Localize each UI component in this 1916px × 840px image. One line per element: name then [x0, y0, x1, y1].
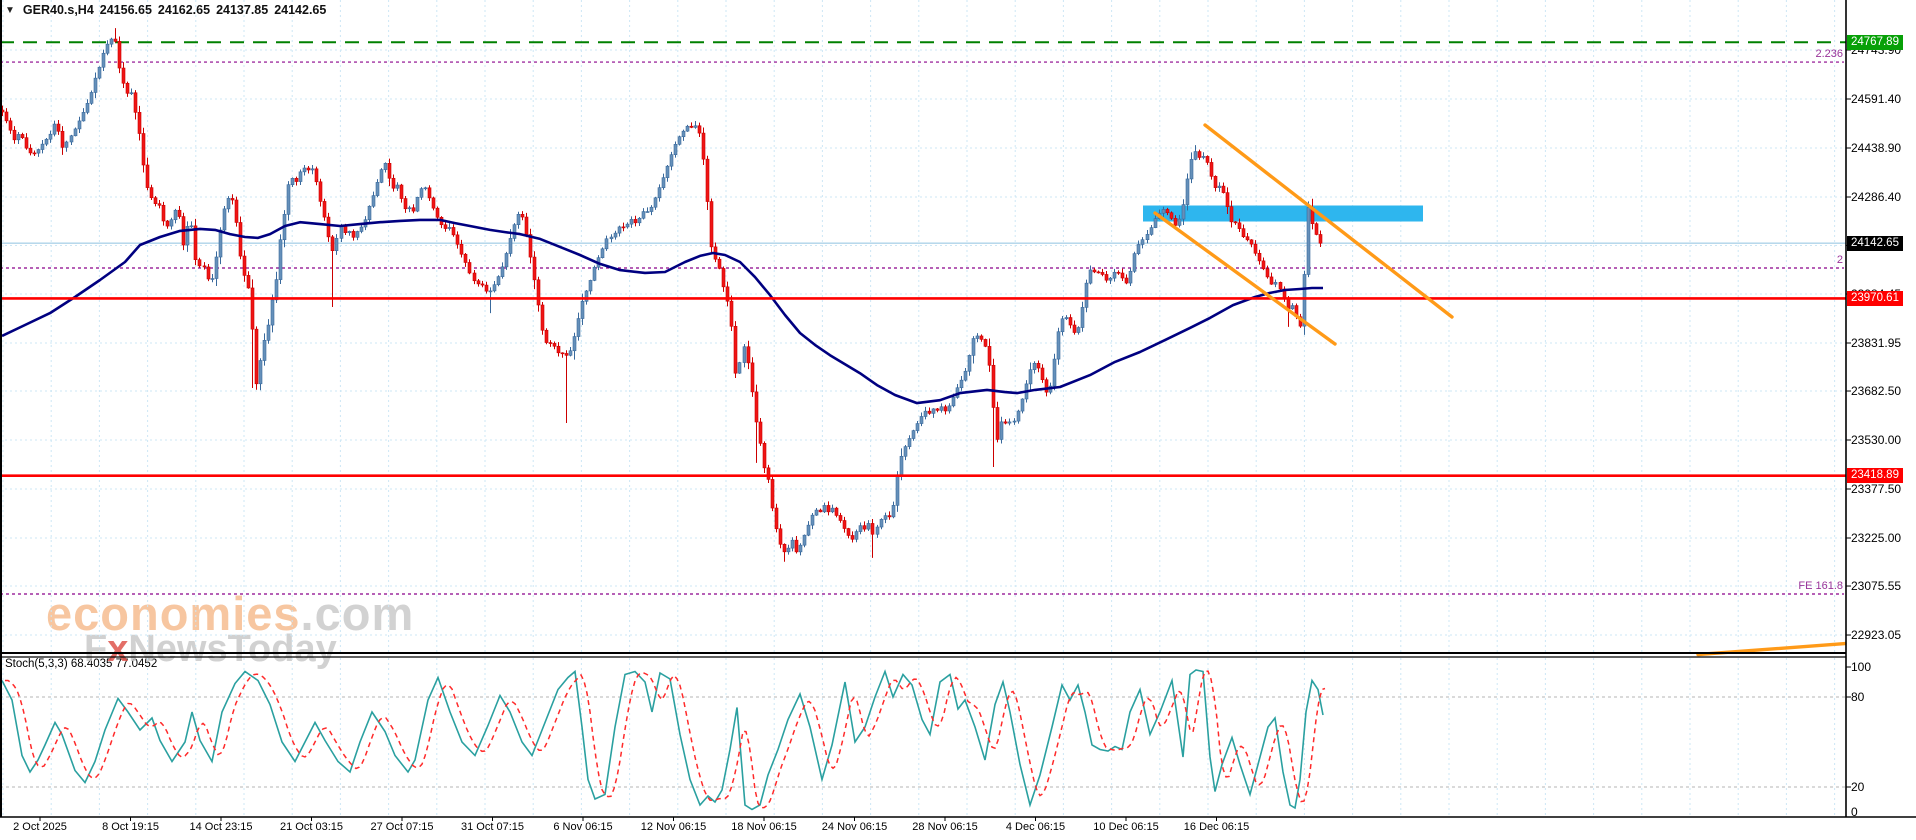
x-axis-date-label: 18 Nov 06:15: [731, 821, 797, 833]
y-axis-label: 23682.50: [1851, 384, 1902, 399]
stochastic-axis-label: 0: [1851, 805, 1858, 819]
gridlines: [0, 0, 1846, 817]
y-axis-label: 23377.50: [1851, 482, 1902, 496]
y-axis-label: 23075.55: [1851, 579, 1902, 594]
watermark-sub-x: x: [107, 628, 129, 670]
x-axis-date-label: 12 Nov 06:15: [640, 821, 707, 833]
x-axis-date-label: 8 Oct 19:15: [102, 821, 159, 833]
stochastic-indicator-label: Stoch(5,3,3) 68.4035 77.0452: [5, 658, 157, 670]
level-lines: [0, 41, 1846, 595]
stochastic-main-value: 68.4035: [70, 658, 113, 670]
price-badge-support-1: 23970.61: [1847, 290, 1903, 306]
x-axis-date-label: 14 Oct 23:15: [189, 821, 253, 833]
ohlc-close: 24142.65: [274, 3, 327, 17]
y-axis-label: 24286.40: [1851, 189, 1902, 204]
fib-label-fe1618[interactable]: FE 161.8: [1798, 579, 1843, 592]
chart-frame: [0, 0, 1916, 821]
stochastic-name: Stoch(5,3,3): [5, 658, 68, 670]
watermark-brand: economies.com: [46, 586, 414, 641]
watermark-brand-name: economies: [46, 587, 301, 640]
ohlc-high: 24162.65: [157, 3, 211, 17]
stochastic-axis-label: 80: [1851, 690, 1865, 704]
y-axis-label: 23831.95: [1851, 336, 1902, 350]
x-axis-date-label: 31 Oct 07:15: [461, 821, 524, 833]
x-axis-date-label: 24 Nov 06:15: [821, 821, 888, 833]
y-axis-label: 22923.05: [1851, 628, 1902, 643]
price-badge-support-2: 23418.89: [1847, 468, 1903, 484]
y-axis-label: 24591.40: [1851, 92, 1902, 106]
x-axis-date-label: 28 Nov 06:15: [912, 821, 978, 833]
price-badge-current: 24142.65: [1847, 235, 1903, 251]
symbol-timeframe-label: GER40.s,H4: [22, 3, 94, 17]
x-axis-date-label: 16 Dec 06:15: [1183, 821, 1250, 833]
fib-label-2236[interactable]: 2.236: [1815, 48, 1843, 61]
x-axis-date-label: 2 Oct 2025: [13, 821, 67, 833]
chart-title-bar: ▼ GER40.s,H4 24156.65 24162.65 24137.85 …: [5, 3, 326, 17]
x-axis-date-label: 6 Nov 06:15: [553, 821, 613, 833]
y-axis-label: 24438.90: [1851, 140, 1902, 155]
candles-layer: [0, 28, 1323, 562]
watermark-sub-f: F: [84, 628, 108, 670]
y-axis-label: 23530.00: [1851, 433, 1902, 447]
stochastic-axis-label: 100: [1851, 660, 1872, 674]
watermark-brand-tld: .com: [300, 587, 415, 640]
moving-average-line[interactable]: [1, 218, 1323, 405]
x-axis-date-label: 27 Oct 07:15: [370, 821, 434, 833]
ohlc-low: 24137.85: [216, 3, 269, 17]
orange-trendline-1[interactable]: [1153, 211, 1337, 346]
price-badge-resistance: 24767.89: [1847, 34, 1903, 50]
ohlc-open: 24156.65: [99, 3, 152, 17]
fib-label-2[interactable]: 2: [1836, 253, 1843, 266]
stochastic-k-line[interactable]: [1, 669, 1324, 811]
symbol-dropdown-icon[interactable]: ▼: [5, 4, 15, 16]
stochastic-axis-label: 20: [1851, 780, 1865, 794]
y-axis-label: 23225.00: [1851, 531, 1902, 545]
supply-zone-rect[interactable]: [1143, 205, 1423, 222]
stochastic-d-line[interactable]: [5, 670, 1326, 809]
x-axis-date-label: 10 Dec 06:15: [1093, 821, 1159, 833]
stochastic-signal-value: 77.0452: [115, 658, 158, 670]
orange-trendline-0[interactable]: [1203, 123, 1454, 319]
x-axis-date-label: 21 Oct 03:15: [280, 821, 343, 833]
x-axis-date-label: 4 Dec 06:15: [1005, 821, 1066, 833]
